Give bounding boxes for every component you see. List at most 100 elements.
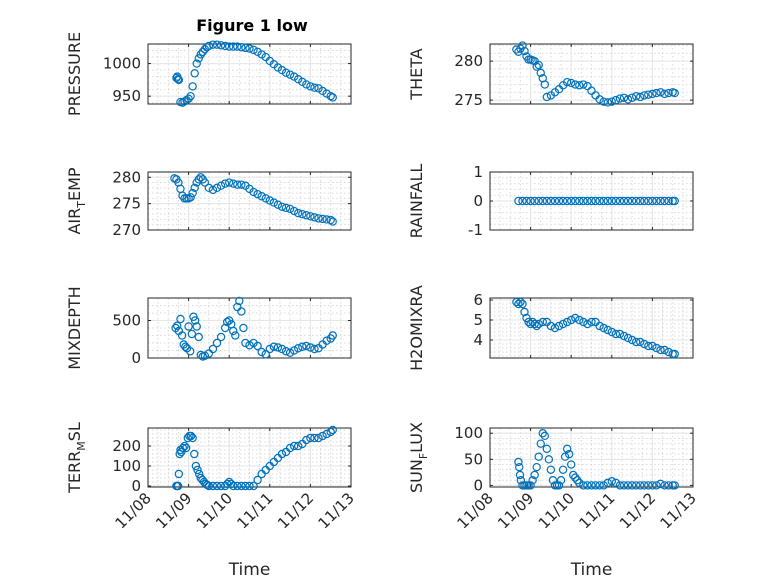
data-point xyxy=(186,193,195,202)
data-point xyxy=(546,465,556,474)
y-axis-label: SUNFLUX xyxy=(407,422,430,493)
data-point xyxy=(623,481,633,490)
data-point xyxy=(670,481,679,490)
data-point xyxy=(644,196,653,206)
data-point xyxy=(249,45,258,55)
data-point xyxy=(208,185,218,195)
data-point xyxy=(579,196,588,206)
data-point xyxy=(318,431,327,441)
y-tick-label: 50 xyxy=(464,450,483,468)
data-point xyxy=(619,331,629,341)
data-point xyxy=(229,326,238,336)
data-point xyxy=(196,50,205,59)
data-point xyxy=(652,343,661,353)
axes-frame xyxy=(489,427,694,488)
y-tick-label: 280 xyxy=(112,168,141,186)
data-point xyxy=(579,481,588,490)
data-point xyxy=(191,461,201,471)
data-point xyxy=(579,317,588,327)
data-point xyxy=(289,441,299,451)
data-point xyxy=(298,342,307,351)
data-point xyxy=(607,97,617,106)
data-point xyxy=(249,187,258,197)
data-point xyxy=(514,196,523,206)
subplot-6: 4 5 6 H2OMIXRA xyxy=(407,285,694,371)
data-series xyxy=(172,40,337,107)
data-point xyxy=(328,93,337,102)
data-point xyxy=(310,433,319,443)
data-point xyxy=(603,98,612,107)
data-point xyxy=(173,481,183,491)
data-point xyxy=(571,196,580,206)
data-point xyxy=(249,481,258,491)
data-point xyxy=(281,347,291,356)
data-point xyxy=(562,196,572,206)
data-point xyxy=(216,181,226,190)
subplot-1: 950 1000 PRESSURE xyxy=(65,32,352,116)
data-point xyxy=(269,198,279,207)
data-point xyxy=(538,429,547,438)
data-series xyxy=(171,296,337,361)
data-point xyxy=(548,476,558,485)
data-point xyxy=(229,481,238,491)
data-point xyxy=(310,83,319,92)
data-point xyxy=(253,475,262,485)
axes-frame xyxy=(489,297,694,359)
data-point xyxy=(204,481,214,491)
data-point xyxy=(631,337,641,347)
data-point xyxy=(273,200,283,209)
data-point xyxy=(619,481,629,490)
data-point xyxy=(188,82,197,91)
y-tick-label: 200 xyxy=(112,437,141,455)
data-point xyxy=(648,481,657,490)
data-point xyxy=(656,479,665,489)
data-point xyxy=(627,335,637,345)
data-point xyxy=(558,465,568,474)
data-point xyxy=(269,342,279,351)
data-series xyxy=(512,41,679,107)
data-point xyxy=(294,208,303,218)
y-axis-label-rest: EMP xyxy=(65,167,84,201)
axes-frame xyxy=(489,43,694,105)
data-point xyxy=(233,180,242,189)
data-point xyxy=(306,433,315,443)
data-series xyxy=(512,297,679,359)
data-point xyxy=(514,299,523,309)
data-point xyxy=(583,319,592,329)
data-point xyxy=(212,338,222,348)
data-point xyxy=(636,337,645,347)
data-point xyxy=(567,315,576,325)
subplot-4: -1 0 1 RAINFALL xyxy=(407,163,694,239)
data-point xyxy=(534,319,543,329)
y-axis-label: PRESSURE xyxy=(65,32,84,116)
data-point xyxy=(285,348,295,357)
data-point xyxy=(194,54,203,63)
data-series xyxy=(172,425,337,491)
data-point xyxy=(281,203,291,213)
data-point xyxy=(660,89,669,99)
data-point xyxy=(611,196,621,206)
data-point xyxy=(188,188,197,198)
data-point xyxy=(231,331,240,340)
y-axis-label-subscript: M xyxy=(75,441,88,451)
data-point xyxy=(326,215,335,225)
data-point xyxy=(534,196,543,206)
data-point xyxy=(224,42,234,51)
data-point xyxy=(648,196,657,206)
data-point xyxy=(310,213,319,222)
data-point xyxy=(514,457,523,467)
data-point xyxy=(196,173,205,182)
data-point xyxy=(208,481,218,491)
data-point xyxy=(595,481,604,490)
data-point xyxy=(196,350,205,360)
data-point xyxy=(190,183,199,193)
data-point xyxy=(245,341,254,350)
data-point xyxy=(542,444,552,454)
data-point xyxy=(587,196,596,206)
data-point xyxy=(542,92,552,102)
data-point xyxy=(193,465,202,475)
data-point xyxy=(184,322,193,331)
y-axis-label: AIRTEMP xyxy=(65,167,88,234)
data-point xyxy=(192,59,201,68)
data-point xyxy=(599,97,608,106)
